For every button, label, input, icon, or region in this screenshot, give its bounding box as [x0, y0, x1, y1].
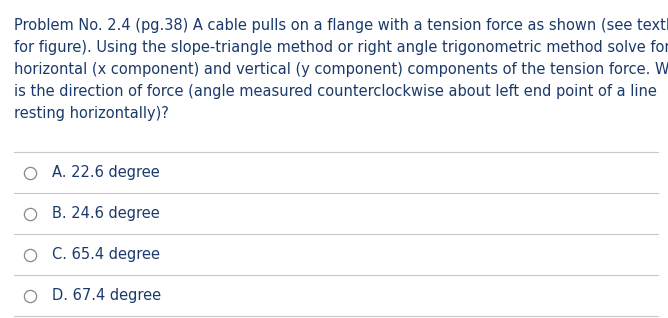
Text: is the direction of force (angle measured counterclockwise about left end point : is the direction of force (angle measure…: [14, 84, 657, 99]
Text: for figure). Using the slope-triangle method or right angle trigonometric method: for figure). Using the slope-triangle me…: [14, 40, 668, 55]
Text: resting horizontally)?: resting horizontally)?: [14, 106, 169, 121]
Text: Problem No. 2.4 (pg.38) A cable pulls on a flange with a tension force as shown : Problem No. 2.4 (pg.38) A cable pulls on…: [14, 18, 668, 33]
Text: A. 22.6 degree: A. 22.6 degree: [52, 165, 160, 180]
Text: B. 24.6 degree: B. 24.6 degree: [52, 206, 160, 221]
Text: horizontal (x component) and vertical (y component) components of the tension fo: horizontal (x component) and vertical (y…: [14, 62, 668, 77]
Text: D. 67.4 degree: D. 67.4 degree: [52, 288, 161, 303]
Text: C. 65.4 degree: C. 65.4 degree: [52, 247, 160, 262]
